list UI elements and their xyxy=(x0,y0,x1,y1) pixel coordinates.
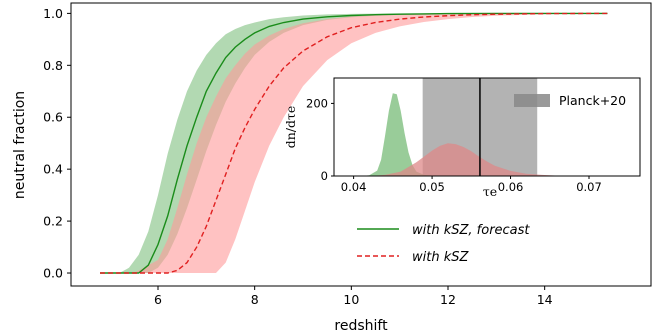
inset-x-tick-label: 0.05 xyxy=(419,180,445,194)
planck-legend-swatch xyxy=(514,94,550,107)
inset-y-tick-label: 200 xyxy=(306,96,328,110)
main-x-tick-label: 12 xyxy=(440,292,456,307)
main-y-axis-title: neutral fraction xyxy=(12,91,28,199)
inset-areas xyxy=(349,93,633,176)
inset-chart: 0.04 0.05 0.06 0.07 0 200 τe dn/dτe Planck+2… xyxy=(283,77,641,199)
legend-label-forecast: with kSZ, forecast xyxy=(412,223,530,238)
inset-x-tick-label: 0.06 xyxy=(498,180,524,194)
main-bands xyxy=(100,13,608,274)
main-y-tick-label: 0.8 xyxy=(43,58,63,73)
main-y-ticks: 0.0 0.2 0.4 0.6 0.8 1.0 xyxy=(43,6,71,281)
main-x-tick-label: 8 xyxy=(251,292,259,307)
band-series-1 xyxy=(100,13,608,274)
inset-area-0 xyxy=(349,93,472,176)
inset-x-tick-label: 0.07 xyxy=(576,180,602,194)
inset-area-1 xyxy=(349,143,633,176)
main-y-tick-label: 1.0 xyxy=(43,6,63,21)
inset-y-ticks: 0 200 xyxy=(306,96,334,183)
inset-y-axis-title: dn/dτe xyxy=(283,106,298,149)
line-series-0 xyxy=(100,12,608,274)
main-x-axis-title: redshift xyxy=(334,318,388,334)
main-lines xyxy=(100,12,608,274)
legend-label-ksz: with kSZ xyxy=(412,250,469,265)
main-y-tick-label: 0.2 xyxy=(43,214,63,229)
main-y-tick-label: 0.6 xyxy=(43,110,63,125)
main-y-tick-label: 0.0 xyxy=(43,266,63,281)
main-legend: with kSZ, forecast with kSZ xyxy=(357,223,530,265)
main-x-tick-label: 14 xyxy=(537,292,553,307)
main-x-tick-label: 10 xyxy=(343,292,359,307)
main-axes-frame xyxy=(70,2,652,287)
planck-legend-label: Planck+20 xyxy=(559,93,626,108)
inset-x-ticks: 0.04 0.05 0.06 0.07 xyxy=(341,176,602,194)
inset-x-tick-label: 0.04 xyxy=(341,180,367,194)
main-x-tick-label: 6 xyxy=(154,292,162,307)
inset-axes-frame xyxy=(333,77,641,177)
inset-y-tick-label: 0 xyxy=(321,169,328,183)
main-y-tick-label: 0.4 xyxy=(43,162,63,177)
inset-x-axis-title: τe xyxy=(483,184,497,199)
line-series-1 xyxy=(100,12,608,274)
main-x-ticks: 6 8 10 12 14 xyxy=(154,286,553,307)
